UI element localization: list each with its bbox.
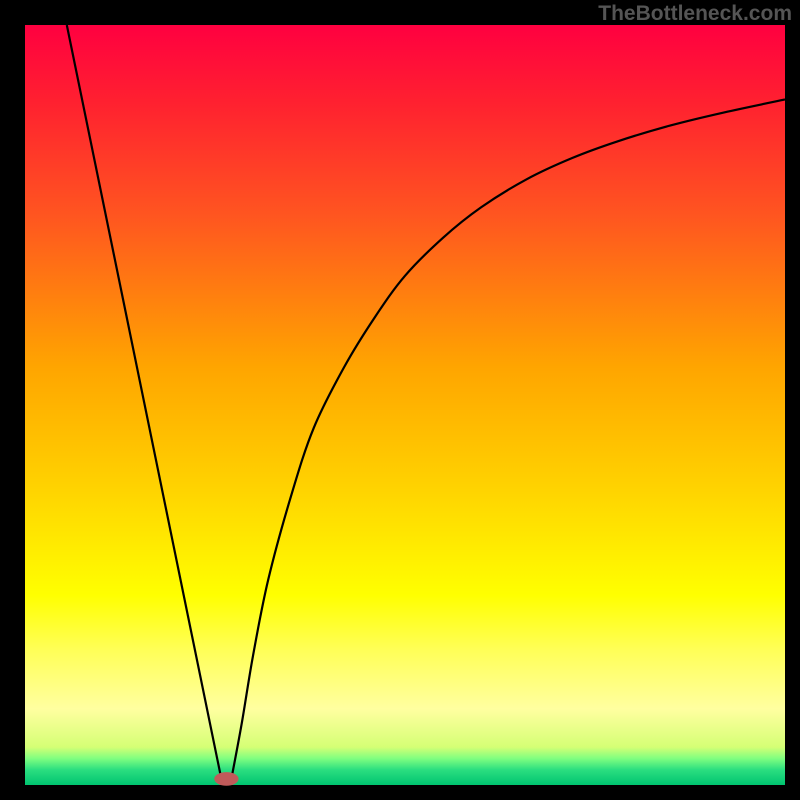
plot-area bbox=[25, 25, 785, 785]
bottleneck-chart: TheBottleneck.com bbox=[0, 0, 800, 800]
chart-svg bbox=[0, 0, 800, 800]
minimum-marker bbox=[214, 772, 238, 786]
watermark-text: TheBottleneck.com bbox=[598, 2, 792, 26]
